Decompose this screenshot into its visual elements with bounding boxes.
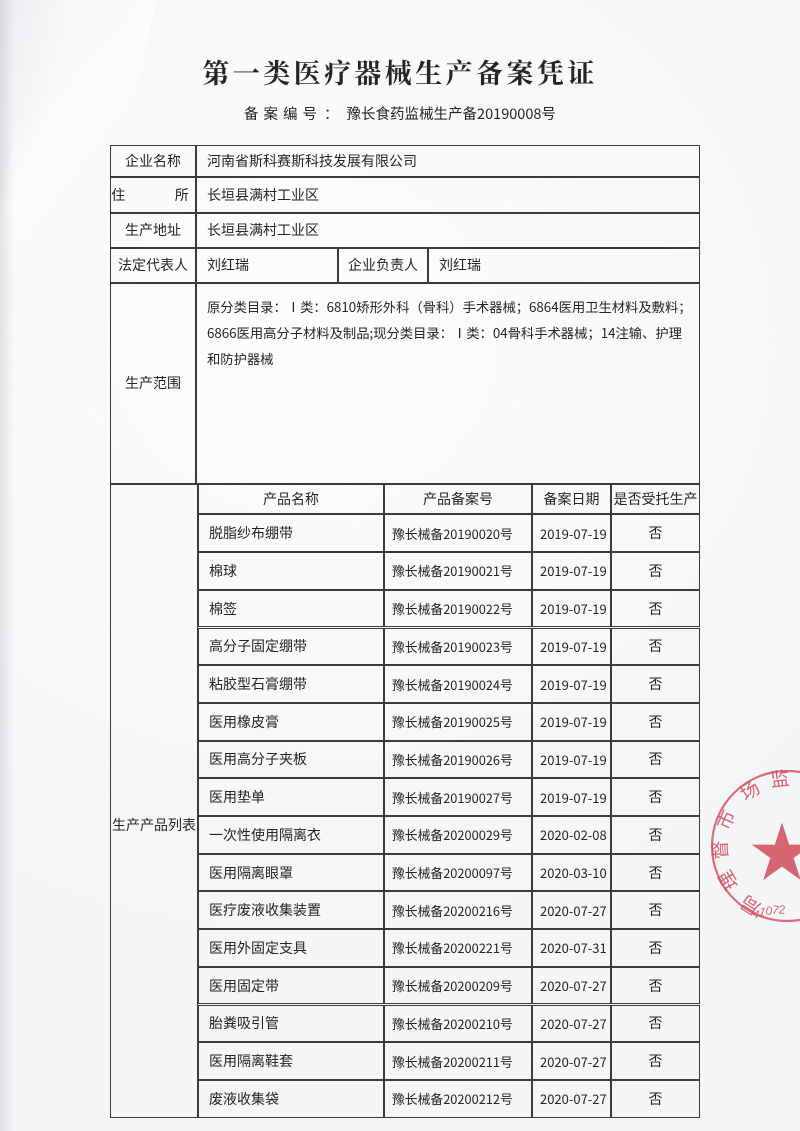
svg-text:场: 场 xyxy=(734,773,765,806)
svg-text:4: 4 xyxy=(750,906,762,922)
svg-text:局: 局 xyxy=(735,889,765,922)
svg-text:0: 0 xyxy=(764,903,774,918)
svg-text:监: 监 xyxy=(769,764,791,793)
svg-text:督: 督 xyxy=(705,840,733,861)
svg-text:市: 市 xyxy=(709,805,741,833)
svg-text:7: 7 xyxy=(771,902,781,917)
svg-text:1: 1 xyxy=(757,904,768,920)
svg-text:2: 2 xyxy=(778,902,787,917)
svg-text:理: 理 xyxy=(711,866,744,896)
